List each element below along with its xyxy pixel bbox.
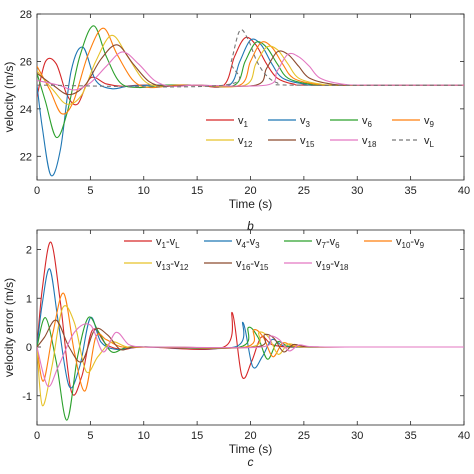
legend-label-v1: v1	[238, 115, 249, 129]
plot-frame	[36, 13, 465, 181]
x-tick-label: 25	[298, 430, 310, 442]
legend-label-v9: v9	[424, 115, 435, 129]
y-tick-label: 22	[20, 151, 32, 163]
legend-label-v3: v3	[300, 115, 311, 129]
x-axis-label: Time (s)	[229, 442, 273, 456]
x-tick-label: 20	[244, 430, 256, 442]
legend-label-v10-v9: v10-v9	[396, 236, 425, 250]
legend-label-v15: v15	[300, 135, 315, 149]
legend-label-v19-v18: v19-v18	[316, 258, 349, 272]
x-tick-label: 15	[191, 185, 203, 197]
panel-label: c	[248, 455, 254, 469]
series-line-vL	[37, 29, 464, 88]
x-tick-label: 30	[351, 430, 363, 442]
legend-label-v4-v3: v4-v3	[236, 236, 260, 250]
series-lines	[37, 241, 464, 421]
x-tick-label: 25	[298, 185, 310, 197]
x-tick-label: 35	[405, 430, 417, 442]
y-tick-label: 1	[26, 293, 32, 305]
legend-label-v18: v18	[362, 135, 377, 149]
series-line-v18	[37, 51, 464, 91]
x-tick-label: 35	[405, 185, 417, 197]
series-line-v19-v18	[37, 323, 464, 388]
y-tick-label: -1	[22, 391, 32, 403]
y-tick-label: 26	[20, 56, 32, 68]
x-tick-label: 0	[34, 185, 40, 197]
legend-label-v1-vL: v1-vL	[156, 236, 180, 250]
legend-label-v6: v6	[362, 115, 373, 129]
x-axis-label: Time (s)	[229, 197, 273, 211]
x-tick-label: 10	[138, 185, 150, 197]
legend-label-v13-v12: v13-v12	[156, 258, 189, 272]
y-axis-label: velocity (m/s)	[2, 62, 16, 133]
legend: v1-vL v4-v3 v7-v6 v10-v9 v13-v12 v16-v15 v19-v…	[124, 236, 425, 272]
legend-label-vL: vL	[424, 135, 435, 149]
x-tick-label: 10	[138, 430, 150, 442]
y-tick-label: 28	[20, 9, 32, 21]
x-tick-label: 20	[244, 185, 256, 197]
legend-label-v16-v15: v16-v15	[236, 258, 269, 272]
legend-label-v7-v6: v7-v6	[316, 236, 340, 250]
chart-panel-c: 0 5 10 15 20 25 30 35 40 -1 0 1 2 Time (s) velocity er…	[2, 229, 470, 469]
y-tick-label: 0	[26, 342, 32, 354]
x-tick-label: 15	[191, 430, 203, 442]
y-axis-label: velocity error (m/s)	[2, 278, 16, 377]
legend: v1 v3 v6 v9 v12 v15 v18 vL	[206, 115, 435, 149]
x-tick-label: 30	[351, 185, 363, 197]
y-tick-label: 2	[26, 245, 32, 257]
x-tick-label: 5	[87, 185, 93, 197]
x-tick-label: 40	[458, 430, 470, 442]
x-tick-label: 5	[87, 430, 93, 442]
x-tick-label: 0	[34, 430, 40, 442]
series-lines	[37, 25, 464, 177]
y-tick-label: 24	[20, 104, 32, 116]
x-tick-label: 40	[458, 185, 470, 197]
panel-label: b	[247, 219, 254, 233]
chart-panel-b: 0 5 10 15 20 25 30 35 40 22 24 26 28 Time (s) velocity…	[2, 9, 470, 233]
legend-label-v12: v12	[238, 135, 253, 149]
